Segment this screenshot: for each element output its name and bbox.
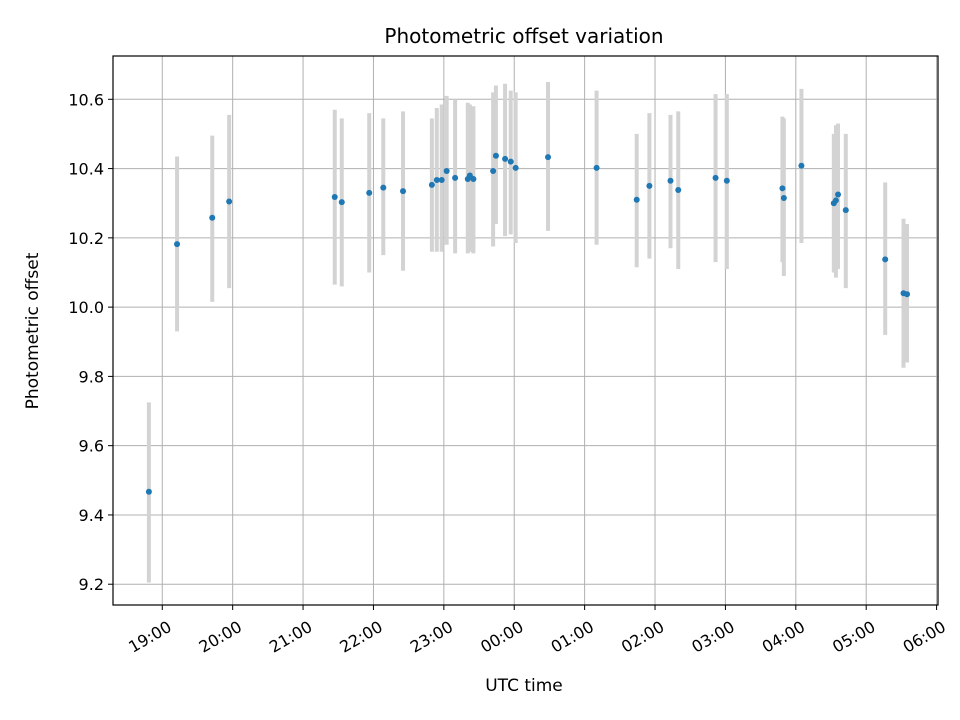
data-point bbox=[798, 162, 805, 169]
data-point bbox=[646, 182, 653, 189]
data-point bbox=[438, 177, 445, 184]
data-point bbox=[832, 197, 839, 204]
data-point bbox=[835, 191, 842, 198]
plot-frame bbox=[112, 55, 939, 606]
data-point bbox=[490, 167, 497, 174]
data-point bbox=[545, 154, 552, 161]
data-point bbox=[842, 207, 849, 214]
data-point bbox=[338, 199, 345, 206]
data-point bbox=[452, 174, 459, 181]
y-tick-label: 10.0 bbox=[68, 298, 104, 317]
y-tick-label: 10.2 bbox=[68, 229, 104, 248]
data-point bbox=[145, 488, 152, 495]
data-point bbox=[593, 164, 600, 171]
data-point bbox=[380, 184, 387, 191]
data-point bbox=[400, 188, 407, 195]
data-point bbox=[209, 214, 216, 221]
chart-title: Photometric offset variation bbox=[384, 24, 663, 48]
y-tick-label: 9.2 bbox=[79, 575, 104, 594]
data-point bbox=[470, 175, 477, 182]
y-tick-label: 9.6 bbox=[79, 437, 104, 456]
y-axis-ticks: 9.2 9.4 9.6 9.8 10.0 10.2 10.4 10.6 bbox=[68, 90, 113, 594]
data-point bbox=[779, 185, 786, 192]
data-point bbox=[723, 177, 730, 184]
data-points bbox=[145, 152, 911, 495]
data-point bbox=[226, 198, 233, 205]
data-point bbox=[428, 181, 435, 188]
data-point bbox=[443, 167, 450, 174]
y-tick-label: 9.4 bbox=[79, 506, 104, 525]
data-point bbox=[433, 177, 440, 184]
data-point bbox=[507, 158, 514, 165]
data-point bbox=[502, 155, 509, 162]
data-point bbox=[512, 164, 519, 171]
y-axis-label: Photometric offset bbox=[23, 252, 43, 409]
x-axis-label: UTC time bbox=[485, 676, 563, 696]
data-point bbox=[331, 193, 338, 200]
data-point bbox=[712, 174, 719, 181]
data-point bbox=[366, 189, 373, 196]
y-tick-label: 10.4 bbox=[68, 160, 104, 179]
data-point bbox=[174, 241, 181, 248]
data-point bbox=[633, 196, 640, 203]
y-tick-label: 10.6 bbox=[68, 90, 104, 109]
data-point bbox=[675, 187, 682, 194]
data-point bbox=[882, 256, 889, 263]
data-point bbox=[780, 195, 787, 202]
data-point bbox=[667, 177, 674, 184]
data-point bbox=[492, 152, 499, 159]
data-point bbox=[904, 291, 911, 298]
y-tick-label: 9.8 bbox=[79, 367, 104, 386]
